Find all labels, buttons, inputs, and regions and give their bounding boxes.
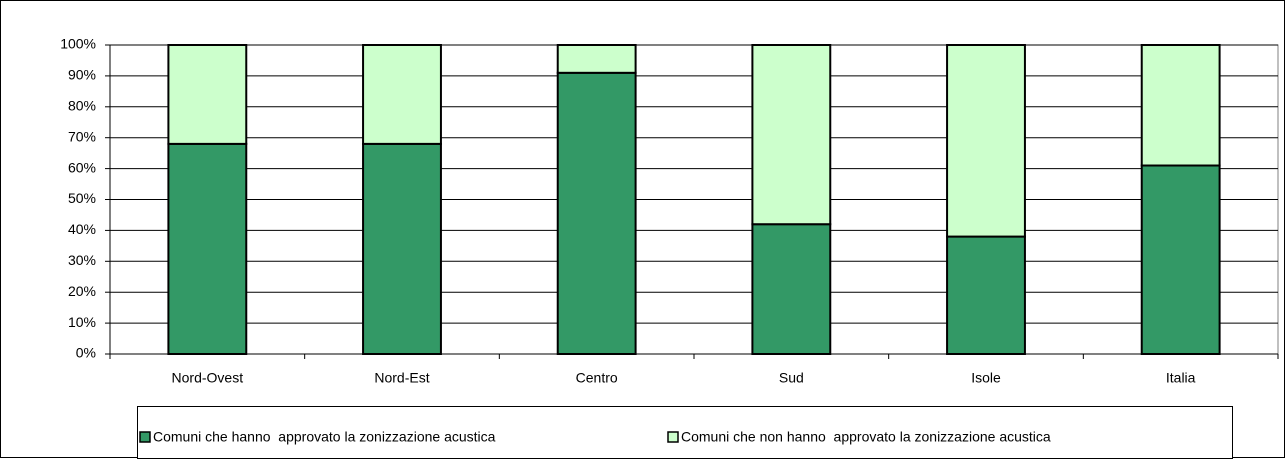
legend-swatch bbox=[667, 431, 679, 443]
bar-segment bbox=[167, 44, 248, 145]
legend-box bbox=[137, 406, 1233, 459]
bar-segment bbox=[946, 235, 1026, 355]
y-tick-label: 80% bbox=[68, 98, 96, 114]
bar-segment bbox=[362, 44, 442, 145]
y-tick-label: 40% bbox=[68, 221, 96, 237]
bar-segment bbox=[1140, 164, 1221, 355]
x-tick-label: Isole bbox=[971, 370, 1001, 386]
y-tick-label: 10% bbox=[68, 314, 96, 330]
x-tick-label: Nord-Est bbox=[374, 370, 429, 386]
bar-segment bbox=[946, 44, 1026, 238]
x-tick-label: Sud bbox=[779, 370, 804, 386]
legend-label: Comuni che non hanno approvato la zonizz… bbox=[681, 429, 1051, 445]
bar-segment bbox=[167, 142, 248, 355]
y-tick-label: 100% bbox=[60, 36, 96, 52]
bar-segment bbox=[751, 44, 832, 226]
x-tick-label: Italia bbox=[1166, 370, 1196, 386]
y-tick-label: 30% bbox=[68, 252, 96, 268]
bar-segment bbox=[751, 223, 832, 355]
y-tick-label: 70% bbox=[68, 128, 96, 144]
legend-swatch bbox=[139, 431, 151, 443]
bar-segment bbox=[362, 142, 442, 355]
y-tick-label: 60% bbox=[68, 159, 96, 175]
bar-segment bbox=[556, 44, 637, 74]
bar-segment bbox=[556, 71, 637, 355]
y-tick-label: 90% bbox=[68, 67, 96, 83]
legend-label: Comuni che hanno approvato la zonizzazio… bbox=[153, 429, 496, 445]
y-tick-label: 50% bbox=[68, 190, 96, 206]
bar-segment bbox=[1140, 44, 1221, 167]
x-tick-label: Nord-Ovest bbox=[172, 370, 244, 386]
x-tick-label: Centro bbox=[576, 370, 618, 386]
y-tick-label: 20% bbox=[68, 283, 96, 299]
y-tick-label: 0% bbox=[76, 345, 96, 361]
